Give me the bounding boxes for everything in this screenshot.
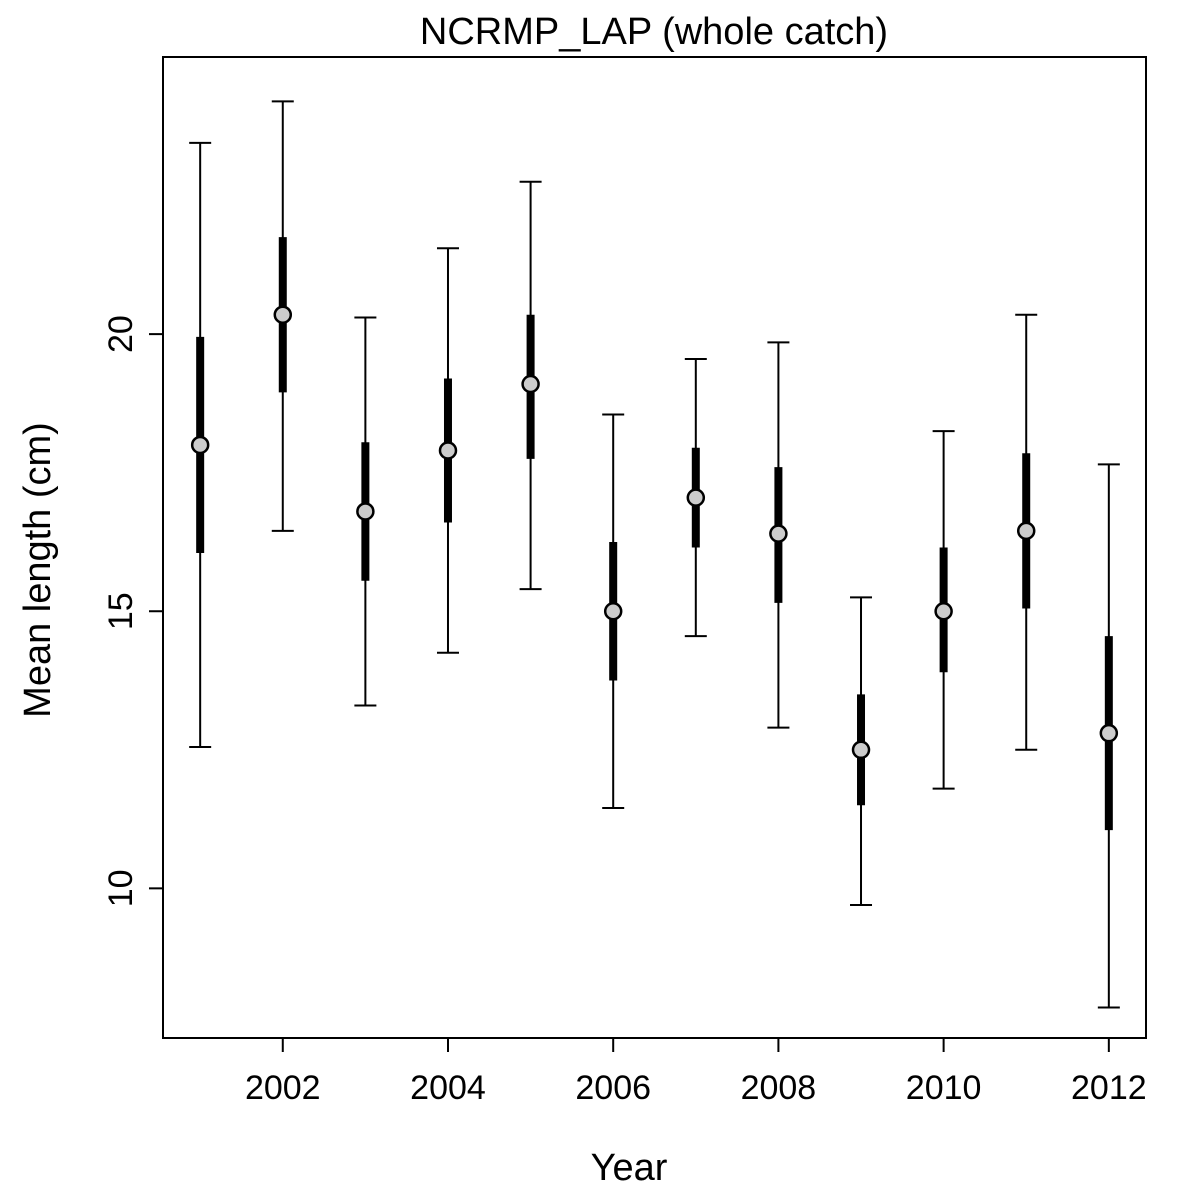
mean-point <box>1099 723 1119 743</box>
mean-point <box>851 740 871 760</box>
mean-point <box>1016 521 1036 541</box>
mean-point <box>603 601 623 621</box>
mean-point <box>273 305 293 324</box>
y-tick-label: 15 <box>102 592 140 630</box>
mean-point <box>356 502 375 521</box>
y-tick-label: 20 <box>102 315 140 353</box>
data-marks <box>189 100 1120 1009</box>
mean-point <box>769 524 788 543</box>
x-tick-label: 2010 <box>906 1069 982 1107</box>
mean-point <box>521 374 540 394</box>
chart-title: NCRMP_LAP (whole catch) <box>420 11 888 53</box>
x-tick-label: 2012 <box>1071 1069 1147 1107</box>
y-axis: 10 15 20 <box>102 315 164 907</box>
mean-point <box>438 441 458 460</box>
x-axis: 2002 2004 2006 2008 2010 2012 <box>245 1037 1147 1107</box>
x-tick-label: 2004 <box>410 1069 486 1107</box>
x-tick-label: 2002 <box>245 1069 321 1107</box>
x-axis-label: Year <box>591 1147 668 1189</box>
mean-point <box>934 601 953 621</box>
y-tick-label: 10 <box>102 869 140 907</box>
x-tick-label: 2008 <box>741 1069 817 1107</box>
y-axis-label: Mean length (cm) <box>17 422 59 718</box>
mean-point <box>190 435 210 455</box>
x-tick-label: 2006 <box>575 1069 651 1107</box>
mean-point <box>686 488 706 507</box>
plot-frame <box>162 56 1147 1039</box>
